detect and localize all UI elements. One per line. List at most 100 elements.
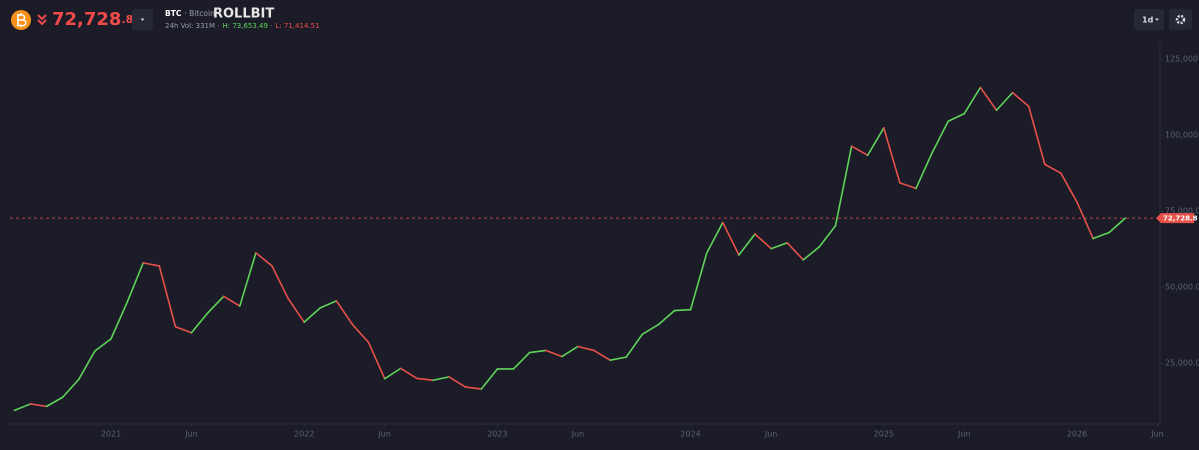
price-segment xyxy=(1027,105,1046,166)
settings-button[interactable] xyxy=(1169,9,1192,30)
price-segment xyxy=(641,323,660,336)
gear-icon xyxy=(1175,14,1186,25)
price-segment xyxy=(190,312,209,334)
price-segment xyxy=(351,323,370,344)
price-segment xyxy=(110,301,128,340)
interval-caret xyxy=(1155,18,1159,21)
price-segment xyxy=(915,152,933,190)
price-segment xyxy=(882,127,901,184)
price-segment xyxy=(1108,217,1127,234)
price-segment xyxy=(1011,91,1030,108)
x-tick-label: Jun xyxy=(1150,430,1164,439)
price-segment xyxy=(78,350,96,381)
y-tick-label: 125,000 xyxy=(1165,55,1198,64)
price-segment xyxy=(544,349,563,358)
down-arrow xyxy=(37,14,47,26)
price-segment xyxy=(271,265,289,300)
y-tick-label: 25,000.0 xyxy=(1165,359,1199,368)
price-segment xyxy=(1076,201,1094,240)
price-segment xyxy=(770,242,789,250)
price-segment xyxy=(367,341,386,380)
price-segment xyxy=(1044,163,1062,174)
x-tick-label: 2025 xyxy=(874,430,894,439)
price-segment xyxy=(931,120,950,154)
volume: 24h Vol: 331M · xyxy=(165,22,219,30)
interval: 1d xyxy=(1142,16,1154,25)
price-segment xyxy=(818,224,837,248)
y-tick-label: 50,000.0 xyxy=(1165,283,1199,292)
price-segment xyxy=(995,91,1014,112)
price-segment xyxy=(834,145,853,227)
price-segment xyxy=(721,221,740,256)
bitcoin-glyph xyxy=(17,13,27,27)
price-segment xyxy=(963,86,982,115)
stats: 24h Vol: 331M · H: 73,653.49 · L: 71,414.5… xyxy=(165,22,320,30)
price-segment xyxy=(94,338,112,352)
symbol: BTC xyxy=(165,9,182,18)
price-segment xyxy=(593,349,611,361)
price-segment xyxy=(416,377,434,382)
price-segment xyxy=(512,351,531,370)
price-segment xyxy=(61,378,80,399)
price-segment xyxy=(866,127,885,157)
price-segment xyxy=(222,295,241,307)
price-segment xyxy=(206,295,225,314)
price-segment xyxy=(239,252,257,307)
price-segment xyxy=(13,403,32,412)
price-segment xyxy=(754,233,772,250)
last-price-tag xyxy=(1156,213,1194,224)
price-segment xyxy=(899,182,917,190)
dropdown-caret xyxy=(140,18,145,21)
high: H: 73,653.49 · xyxy=(222,22,272,30)
y-tick-label: 100,000 xyxy=(1165,131,1198,140)
price-segment xyxy=(850,145,869,157)
interval-button[interactable] xyxy=(1134,9,1164,30)
price-segment xyxy=(29,403,48,408)
price-segment xyxy=(802,245,821,261)
price-segment xyxy=(287,297,306,323)
x-tick-label: Jun xyxy=(764,430,778,439)
price-segment xyxy=(335,300,354,326)
x-tick-label: 2023 xyxy=(487,430,507,439)
x-tick-label: 2021 xyxy=(101,430,121,439)
x-tick-label: Jun xyxy=(957,430,971,439)
price-segment xyxy=(399,367,418,380)
price-segment xyxy=(1092,231,1110,240)
price-segment xyxy=(45,396,64,408)
price-segment xyxy=(480,368,499,390)
price-segment xyxy=(255,252,273,267)
price-segment xyxy=(464,386,483,390)
asset-name: · Bitcoin xyxy=(184,9,215,18)
price-segment xyxy=(689,252,708,311)
price-segment xyxy=(577,345,595,352)
market-name: BTC · Bitcoin xyxy=(165,9,215,18)
x-tick-label: Jun xyxy=(184,430,198,439)
price-segment xyxy=(947,112,966,123)
price-segment xyxy=(673,308,692,312)
price-segment xyxy=(432,376,450,382)
x-tick-label: 2026 xyxy=(1067,430,1087,439)
price-integer: 72,728 xyxy=(52,9,121,30)
price-segment xyxy=(1060,172,1078,203)
price-segment xyxy=(738,233,756,256)
price-segment xyxy=(174,325,193,334)
price-segment xyxy=(625,333,644,358)
price-segment xyxy=(319,300,338,309)
price-segment xyxy=(786,242,805,261)
x-tick-label: 2022 xyxy=(294,430,314,439)
price-segment xyxy=(126,262,144,304)
price-segment xyxy=(303,307,322,323)
x-tick-label: Jun xyxy=(571,430,585,439)
price-segment xyxy=(609,356,628,361)
last-price-label: 72,728.8 xyxy=(1163,215,1198,223)
price-segment xyxy=(448,376,467,388)
price-segment xyxy=(657,309,676,326)
price-segment xyxy=(158,265,177,328)
x-tick-label: Jun xyxy=(377,430,391,439)
price-segment xyxy=(528,349,547,354)
x-tick-label: 2024 xyxy=(680,430,700,439)
price-segment xyxy=(979,86,998,112)
